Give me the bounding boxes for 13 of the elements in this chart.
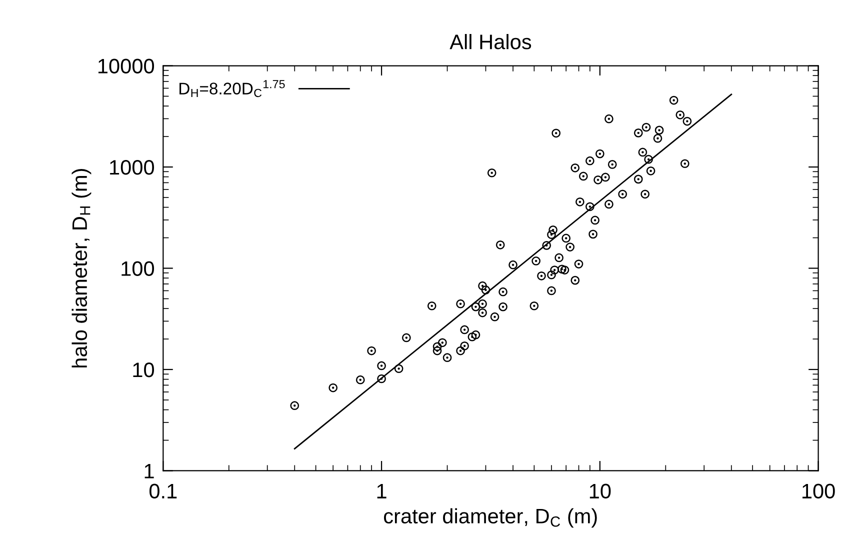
y-tick-label: 100 bbox=[122, 261, 154, 276]
y-tick-label: 10000 bbox=[98, 58, 154, 74]
x-axis-title: crater diameter, D$_{C}$ (m) bbox=[384, 508, 597, 528]
chart-title: All Halos bbox=[450, 34, 532, 50]
y-tick-label: 1 bbox=[144, 464, 154, 478]
y-tick-label: 10 bbox=[133, 362, 154, 378]
x-tick-label: 1 bbox=[377, 484, 386, 498]
y-axis-title: halo diameter, D$_{H}$ (m) bbox=[72, 169, 92, 368]
x-tick-label: 100 bbox=[802, 484, 835, 499]
x-tick-label: 0.1 bbox=[149, 484, 177, 499]
x-tick-label: 10 bbox=[590, 484, 611, 499]
legend-label: D$_{H}$=8.20D$_{C}$$^{1.75}$ bbox=[180, 80, 285, 98]
y-tick-label: 1000 bbox=[110, 160, 154, 175]
